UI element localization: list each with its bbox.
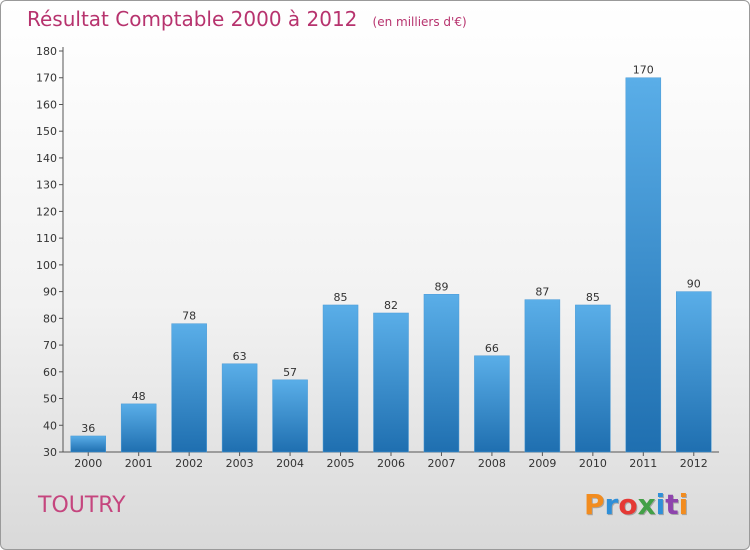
- x-tick-label: 2006: [377, 457, 405, 470]
- logo-letter: i: [655, 488, 666, 521]
- x-tick-label: 2007: [427, 457, 455, 470]
- x-tick-label: 2010: [579, 457, 607, 470]
- x-tick-label: 2012: [680, 457, 708, 470]
- logo-letter: i: [678, 488, 689, 521]
- bar: [70, 435, 106, 453]
- bar: [272, 379, 308, 453]
- x-tick-label: 2011: [629, 457, 657, 470]
- logo-letter: r: [604, 488, 619, 521]
- logo-letter: o: [618, 488, 638, 521]
- data-label: 89: [434, 280, 448, 293]
- bar: [625, 77, 662, 453]
- data-label: 36: [81, 422, 95, 435]
- x-tick-label: 2008: [478, 457, 506, 470]
- bar: [120, 403, 157, 453]
- logo-letter: x: [637, 488, 656, 521]
- y-tick-label: 120: [36, 205, 57, 218]
- bar: [423, 294, 460, 453]
- chart-title-main: Résultat Comptable 2000 à 2012: [27, 7, 358, 31]
- y-tick-label: 110: [36, 232, 57, 245]
- y-tick-label: 170: [36, 72, 57, 85]
- bar: [676, 291, 712, 453]
- logo-letter: P: [584, 488, 605, 521]
- bar: [373, 312, 409, 453]
- axes: 30 40 50 60 70 80 90 100 110 120 130 140 150 160 170 18…: [36, 45, 719, 470]
- chart-title-unit: (en milliers d'€): [372, 15, 467, 29]
- bars: [70, 77, 712, 453]
- bar: [221, 363, 258, 453]
- x-tick-label: 2000: [74, 457, 102, 470]
- y-tick-label: 140: [36, 152, 57, 165]
- data-label: 57: [283, 366, 297, 379]
- x-tick-label: 2002: [175, 457, 203, 470]
- y-tick-label: 30: [43, 446, 57, 459]
- commune-name: TOUTRY: [38, 493, 126, 518]
- x-tick-label: 2003: [226, 457, 254, 470]
- y-tick-label: 60: [43, 366, 57, 379]
- bar: [322, 304, 359, 453]
- x-tick-label: 2009: [528, 457, 556, 470]
- data-label: 87: [535, 286, 549, 299]
- y-tick-label: 100: [36, 259, 57, 272]
- y-tick-label: 40: [43, 419, 57, 432]
- data-label: 85: [334, 291, 348, 304]
- data-label: 170: [633, 64, 654, 77]
- bar: [575, 304, 611, 453]
- data-label: 78: [182, 310, 196, 323]
- data-label: 82: [384, 299, 398, 312]
- data-label: 66: [485, 342, 499, 355]
- bar: [171, 323, 207, 453]
- data-label: 85: [586, 291, 600, 304]
- x-tick-label: 2004: [276, 457, 304, 470]
- y-tick-label: 90: [43, 286, 57, 299]
- bar: [474, 355, 510, 453]
- y-tick-label: 130: [36, 179, 57, 192]
- y-tick-label: 150: [36, 125, 57, 138]
- y-tick-label: 160: [36, 98, 57, 111]
- data-label: 63: [233, 350, 247, 363]
- proxiti-logo: Proxiti: [584, 488, 688, 521]
- x-tick-label: 2005: [327, 457, 355, 470]
- y-tick-label: 50: [43, 393, 57, 406]
- bar: [524, 299, 561, 453]
- data-label: 48: [132, 390, 146, 403]
- data-label: 90: [687, 278, 701, 291]
- x-tick-label: 2001: [125, 457, 153, 470]
- y-tick-label: 180: [36, 45, 57, 58]
- y-tick-label: 70: [43, 339, 57, 352]
- chart-title: Résultat Comptable 2000 à 2012 (en milli…: [27, 7, 467, 31]
- data-labels: 36 48 78 63 57 85 82 89 66 87 85 170 90: [81, 64, 701, 435]
- y-tick-label: 80: [43, 312, 57, 325]
- logo-letter: t: [665, 488, 679, 521]
